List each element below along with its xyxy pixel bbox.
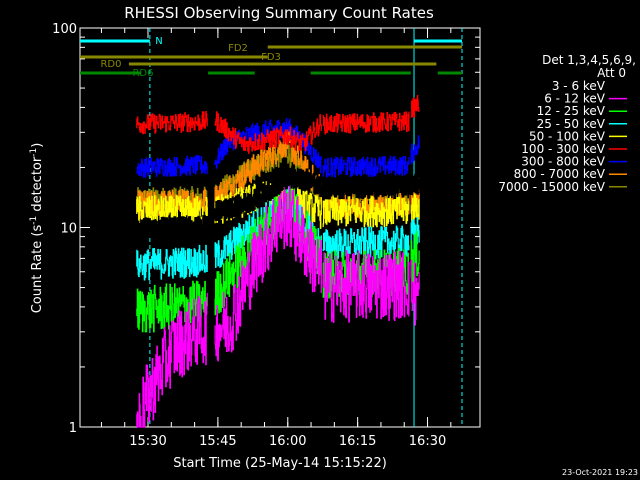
flag-label: N bbox=[155, 36, 162, 47]
y-tick-label: 10 bbox=[60, 222, 77, 237]
y-axis-label-main: Count Rate (s bbox=[30, 225, 45, 314]
footer-date: 23-Oct-2021 19:23 bbox=[562, 468, 638, 477]
legend-header-line1: Det 1,3,4,5,6,9, bbox=[542, 53, 636, 67]
legend-label: 300 - 800 keV bbox=[521, 155, 605, 169]
flag-label: FD2 bbox=[228, 43, 248, 54]
legend-label: 6 - 12 keV bbox=[544, 92, 606, 106]
plot-area: N FD2 FD3 RD0 RD6 bbox=[79, 27, 481, 428]
y-axis-label-end: ) bbox=[30, 143, 45, 148]
legend-label: 7000 - 15000 keV bbox=[498, 180, 605, 194]
legend-header-line2: Att 0 bbox=[597, 66, 626, 80]
series-line bbox=[136, 118, 420, 178]
x-tick-label: 15:45 bbox=[199, 434, 236, 449]
flag-label: RD0 bbox=[100, 59, 121, 70]
x-tick-label: 15:30 bbox=[129, 434, 166, 449]
x-axis-label: Start Time (25-May-14 15:15:22) bbox=[173, 456, 387, 471]
y-axis-label-sup2: -1 bbox=[29, 148, 39, 157]
y-tick-label: 1 bbox=[69, 421, 77, 436]
legend-label: 50 - 100 keV bbox=[529, 129, 606, 143]
y-tick-label: 100 bbox=[52, 22, 77, 37]
legend-label: 800 - 7000 keV bbox=[514, 167, 606, 181]
legend-label: 12 - 25 keV bbox=[537, 104, 606, 118]
y-axis-label: Count Rate (s-1 detector-1) bbox=[29, 143, 45, 314]
x-tick-label: 16:30 bbox=[409, 434, 446, 449]
legend-label: 3 - 6 keV bbox=[552, 79, 606, 93]
series-line bbox=[136, 179, 420, 428]
y-axis-label-sup1: -1 bbox=[29, 216, 39, 225]
chart-title: RHESSI Observing Summary Count Rates bbox=[124, 4, 434, 22]
flag-label: RD6 bbox=[132, 68, 153, 79]
x-tick-label: 16:00 bbox=[269, 434, 306, 449]
x-tick-label: 16:15 bbox=[339, 434, 376, 449]
series-line bbox=[136, 95, 420, 154]
series-line-3-6-kev bbox=[135, 167, 421, 240]
y-axis-label-mid: detector bbox=[30, 156, 45, 216]
legend-label: 25 - 50 keV bbox=[537, 117, 606, 131]
legend-label: 100 - 300 keV bbox=[521, 142, 605, 156]
flag-label: FD3 bbox=[261, 52, 281, 63]
